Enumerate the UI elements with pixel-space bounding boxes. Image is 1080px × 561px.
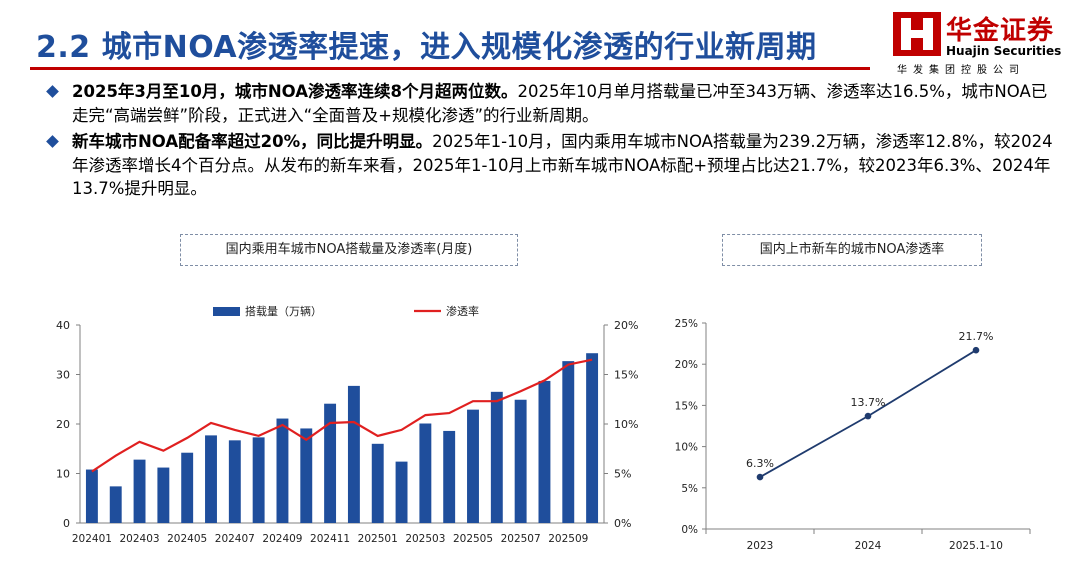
chart2-title: 国内上市新车的城市NOA渗透率 <box>722 234 982 266</box>
x-tick-label: 202411 <box>310 533 350 545</box>
bullet-body: 2025年10月单月搭载量已冲至343万辆、渗透率达16.5%，城市NOA已走完… <box>72 82 1048 125</box>
legend-bar-swatch <box>213 307 240 316</box>
bullet-item: 新车城市NOA配备率超过20%，同比提升明显。2025年1-10月，国内乘用车城… <box>44 130 1054 201</box>
left-tick-label: 10 <box>56 468 70 481</box>
bar-202403 <box>133 459 146 523</box>
bullet-list: 2025年3月至10月，城市NOA渗透率连续8个月超两位数。2025年10月单月… <box>44 80 1054 204</box>
x-tick-label: 202407 <box>215 533 255 545</box>
monthly-noa-chart: 0 10 20 30 40 0% 5% 10% 15% 20% 202401 202403 202405… <box>56 304 638 545</box>
page-title: 2.2 城市NOA渗透率提速，进入规模化渗透的行业新周期 <box>36 30 817 65</box>
right-tick-label: 15% <box>614 369 638 382</box>
logo-english-name: Huajin Securities <box>946 44 1062 58</box>
y-tick-label: 0% <box>681 524 698 536</box>
y-tick-label: 25% <box>675 318 698 330</box>
data-point-2024 <box>864 412 872 420</box>
chart1-title: 国内乘用车城市NOA搭载量及渗透率(月度) <box>180 234 518 266</box>
bar-202509 <box>562 361 575 523</box>
right-tick-label: 0% <box>614 517 631 530</box>
bar-202405 <box>181 452 194 523</box>
left-tick-label: 30 <box>56 369 70 382</box>
logo-subtitle: 华发集团控股公司 <box>897 65 1025 76</box>
bar-202505 <box>467 409 479 523</box>
left-tick-label: 20 <box>56 418 70 431</box>
bar-202412 <box>347 385 360 523</box>
company-logo: 华金证券 Huajin Securities 华发集团控股公司 <box>893 10 1073 76</box>
bar-202407 <box>228 440 241 523</box>
x-tick-label: 202501 <box>358 533 398 545</box>
left-tick-label: 0 <box>63 517 70 530</box>
bar-202408 <box>252 437 265 523</box>
x-tick-label: 2025.1-10 <box>949 540 1003 552</box>
data-point-2023 <box>756 473 764 481</box>
bar-202510 <box>586 353 599 523</box>
x-tick-label: 202507 <box>501 533 541 545</box>
bar-202402 <box>109 486 122 523</box>
data-point-2025.1-10 <box>972 346 980 354</box>
bar-202503 <box>419 423 432 523</box>
bar-202404 <box>157 467 170 523</box>
y-tick-label: 15% <box>675 400 698 412</box>
x-tick-label: 202505 <box>453 533 493 545</box>
y-tick-label: 20% <box>675 359 698 371</box>
data-label: 6.3% <box>746 457 774 470</box>
huajin-logo-icon <box>893 12 941 56</box>
bar-202406 <box>205 435 217 523</box>
bar-202502 <box>395 461 408 523</box>
x-tick-label: 202509 <box>548 533 588 545</box>
right-tick-label: 20% <box>614 319 638 332</box>
penetration-rate-line <box>91 358 593 473</box>
bar-202410 <box>300 428 313 523</box>
x-tick-label: 2024 <box>855 540 882 552</box>
data-label: 21.7% <box>959 330 994 343</box>
bullet-lead: 新车城市NOA配备率超过20%，同比提升明显。 <box>72 132 433 151</box>
x-tick-label: 202405 <box>167 533 207 545</box>
bar-202507 <box>514 399 527 523</box>
legend-bar-label: 搭载量（万辆） <box>245 304 322 318</box>
bullet-lead: 2025年3月至10月，城市NOA渗透率连续8个月超两位数。 <box>72 82 518 101</box>
right-tick-label: 10% <box>614 418 638 431</box>
bar-202504 <box>443 430 456 523</box>
bar-202409 <box>276 418 289 523</box>
bar-202508 <box>538 380 551 523</box>
data-label: 13.7% <box>851 396 886 409</box>
bar-202401 <box>85 469 98 523</box>
x-tick-label: 202403 <box>119 533 159 545</box>
legend-line-label: 渗透率 <box>446 304 479 318</box>
x-tick-label: 2023 <box>747 540 774 552</box>
x-tick-label: 202409 <box>262 533 302 545</box>
left-tick-label: 40 <box>56 319 70 332</box>
new-car-noa-chart: 0% 5% 10% 15% 20% 25% 6.3% 2023 13.7% 2024 21.7% 20… <box>675 318 1031 552</box>
bullet-body: 2025年1-10月，国内乘用车城市NOA搭载量为239.2万辆，渗透率12.8… <box>72 132 1053 198</box>
bullet-diamond-icon <box>46 135 59 148</box>
x-tick-label: 202503 <box>405 533 445 545</box>
bar-202411 <box>324 403 337 523</box>
bar-202501 <box>371 443 384 523</box>
bullet-item: 2025年3月至10月，城市NOA渗透率连续8个月超两位数。2025年10月单月… <box>44 80 1054 127</box>
y-tick-label: 5% <box>681 483 698 495</box>
x-tick-label: 202401 <box>72 533 112 545</box>
y-tick-label: 10% <box>675 442 698 454</box>
right-tick-label: 5% <box>614 468 631 481</box>
title-divider <box>30 67 870 70</box>
bar-202506 <box>490 391 503 523</box>
bullet-diamond-icon <box>46 85 59 98</box>
logo-chinese-name: 华金证券 <box>946 16 1055 46</box>
